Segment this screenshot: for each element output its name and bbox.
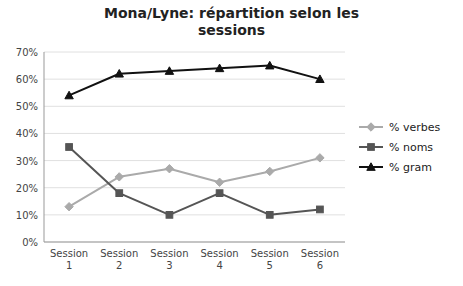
grid-line	[44, 52, 345, 53]
y-tick-label: 40%	[16, 128, 38, 139]
point	[65, 203, 73, 211]
point	[215, 178, 223, 186]
y-tick-label: 50%	[16, 101, 38, 112]
title: Mona/Lyne: répartition selon lessessions	[104, 5, 359, 38]
point	[316, 154, 324, 162]
x-tick-label: Session5	[251, 248, 289, 271]
y-axis-line	[44, 52, 45, 242]
line	[69, 66, 320, 96]
point	[215, 64, 223, 72]
legend-label: % noms	[389, 141, 433, 154]
x-tick-label: Session1	[50, 248, 88, 271]
legend: % verbes % noms % gram	[359, 121, 440, 174]
legend-marker	[368, 144, 375, 151]
x-tick-label: Session4	[201, 248, 239, 271]
y-tick-label: 10%	[16, 210, 38, 221]
point	[165, 67, 173, 75]
grid-line	[44, 187, 345, 188]
x-tick-label: Session3	[150, 248, 188, 271]
y-tick-label: 20%	[16, 183, 38, 194]
grid-line	[44, 214, 345, 215]
point	[316, 75, 324, 83]
legend-marker	[367, 123, 375, 131]
x-axis: Session1 Session2 Session3 Session4 Session5…	[50, 248, 339, 271]
legend-label: % gram	[389, 161, 432, 174]
x-axis-line	[44, 242, 345, 243]
point	[317, 206, 324, 213]
point	[166, 211, 173, 218]
grid-line	[44, 160, 345, 161]
point	[266, 211, 273, 218]
grid-line	[44, 133, 345, 134]
y-axis: 0% 10% 20% 30% 40% 50% 60% 70%	[16, 47, 345, 248]
x-tick-label: Session6	[301, 248, 339, 271]
legend-label: % verbes	[389, 121, 440, 134]
chart: Mona/Lyne: répartition selon lessessions…	[0, 0, 463, 286]
point	[66, 144, 73, 151]
line	[69, 147, 320, 215]
x-tick-label: Session2	[100, 248, 138, 271]
point	[115, 70, 123, 78]
legend-marker	[367, 163, 375, 171]
point	[116, 190, 123, 197]
point	[65, 91, 73, 99]
grid-line	[44, 79, 345, 80]
point	[266, 167, 274, 175]
plot-area	[65, 61, 324, 218]
point	[165, 165, 173, 173]
point	[266, 61, 274, 69]
y-tick-label: 30%	[16, 156, 38, 167]
y-tick-label: 0%	[22, 237, 38, 248]
y-tick-label: 70%	[16, 47, 38, 58]
point	[216, 190, 223, 197]
point	[115, 173, 123, 181]
y-tick-label: 60%	[16, 74, 38, 85]
grid-line	[44, 106, 345, 107]
grid-line	[44, 242, 345, 243]
